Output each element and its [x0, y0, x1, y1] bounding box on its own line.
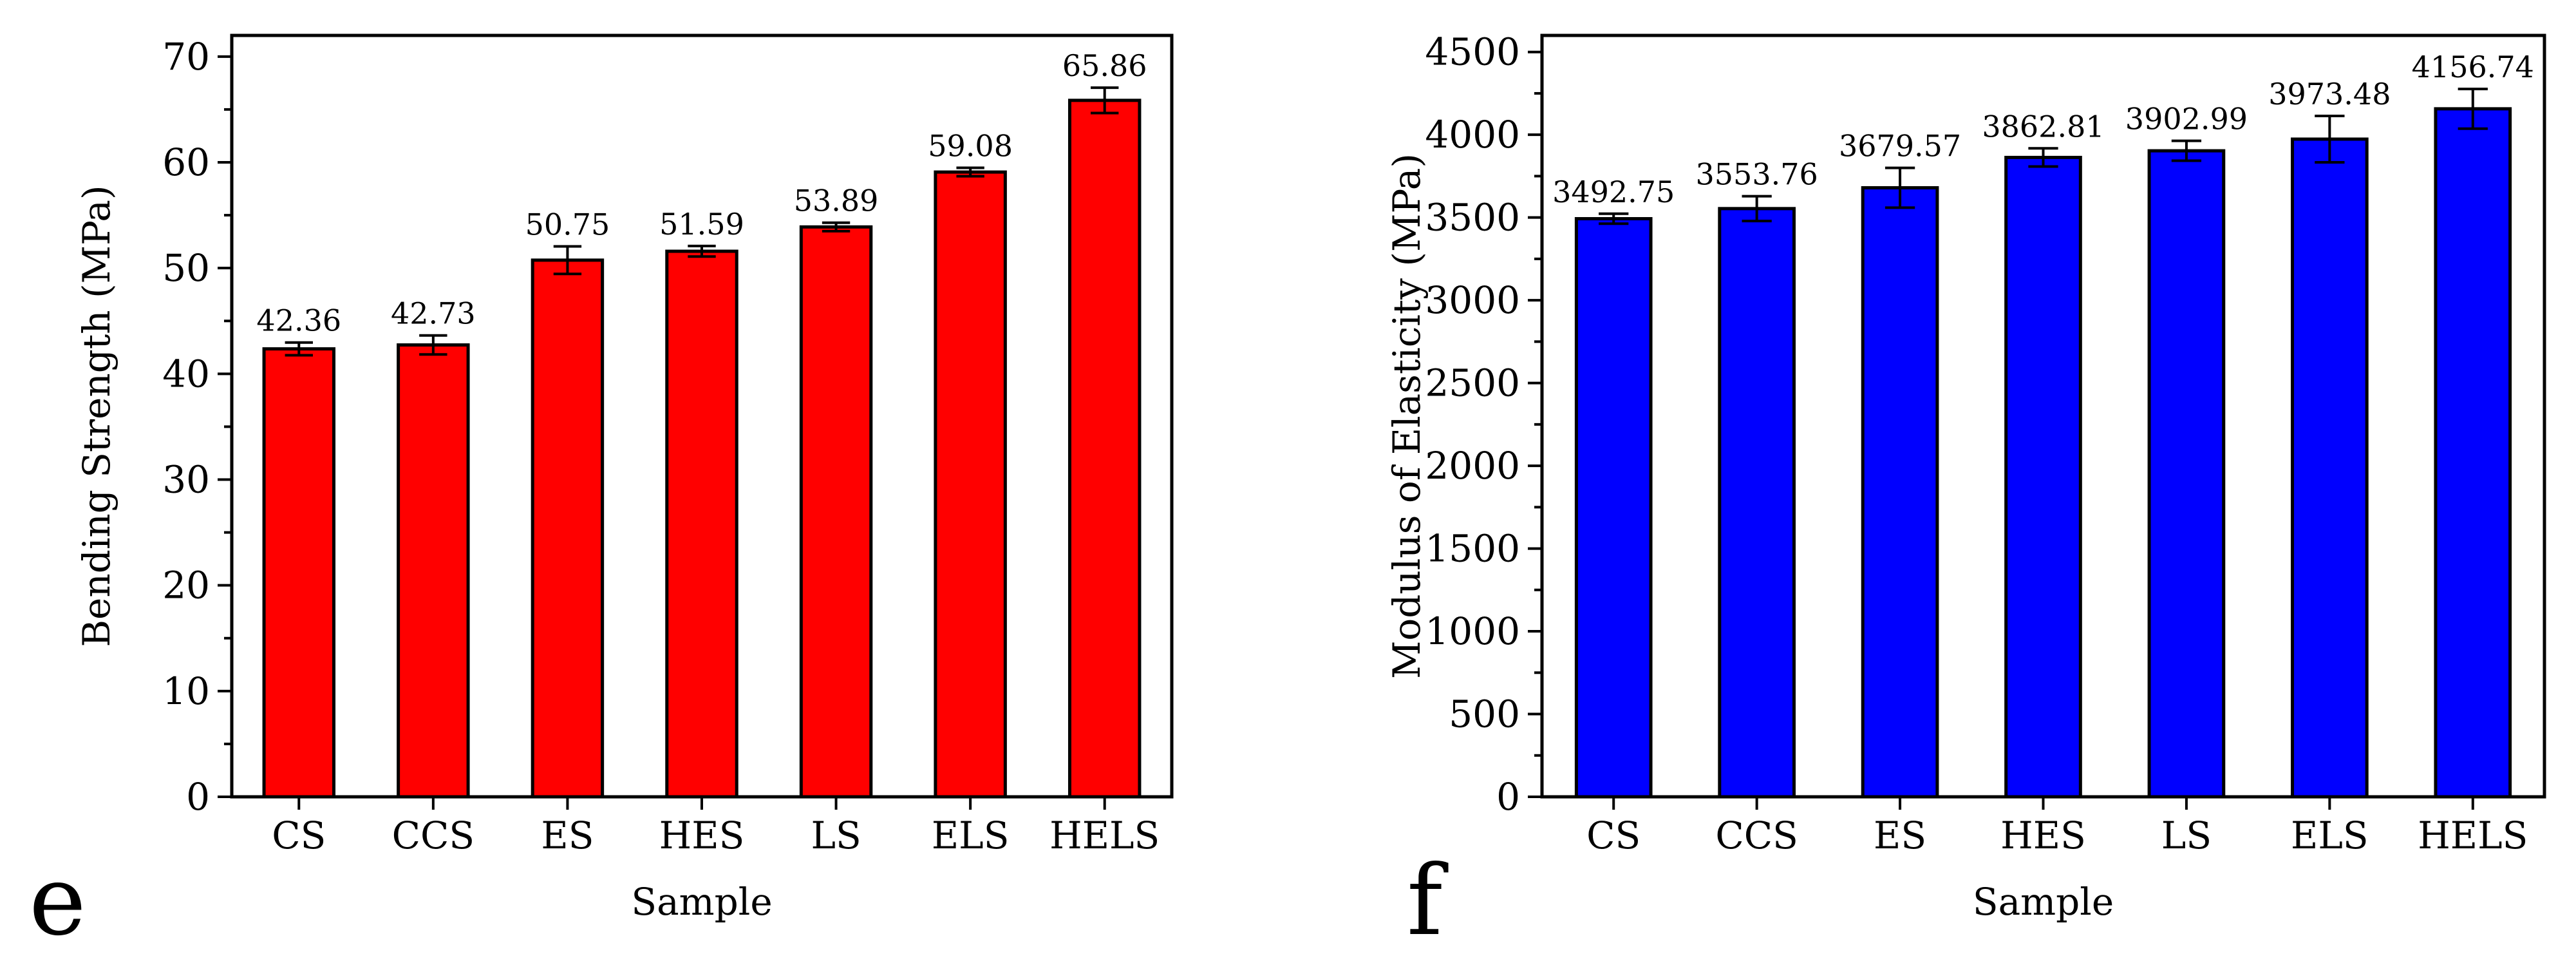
y-tick-label: 2500 — [1425, 361, 1520, 405]
bar-hels — [2434, 107, 2512, 799]
y-tick-label: 1000 — [1425, 609, 1520, 653]
x-tick-label: CS — [1586, 814, 1641, 857]
panel-label: e — [29, 845, 86, 957]
x-tick-label: CCS — [392, 814, 475, 857]
y-tick-label: 2000 — [1425, 444, 1520, 488]
y-tick-label: 3000 — [1425, 278, 1520, 322]
bar-ls — [2147, 149, 2226, 799]
bar-els — [2291, 137, 2369, 799]
bar-hes — [2004, 155, 2082, 799]
panel-label: f — [1407, 845, 1449, 957]
bar-els — [934, 170, 1007, 799]
y-tick-label: 3500 — [1425, 196, 1520, 240]
y-tick-label: 1500 — [1425, 527, 1520, 571]
x-axis-title: Sample — [1973, 880, 2114, 924]
bar-hes — [665, 249, 738, 799]
x-tick-label: ELS — [932, 814, 1010, 857]
bar-es — [531, 258, 605, 799]
y-tick-label: 10 — [162, 669, 210, 713]
bar-es — [1861, 186, 1939, 799]
y-tick-label: 30 — [162, 458, 210, 502]
y-tick-label: 4500 — [1425, 30, 1520, 74]
bar-ccs — [1718, 207, 1796, 799]
chart-bending-strength: 0 10 20 30 40 50 60 70 42.36 CS 42.73 CCS 50.75 ES 51.… — [29, 33, 1174, 957]
data-label: 65.86 — [1062, 48, 1147, 83]
y-tick-label: 0 — [1496, 775, 1520, 819]
y-axis-title: Bending Strength (MPa) — [75, 185, 118, 647]
y-tick-label: 0 — [186, 775, 210, 819]
bar-cs — [262, 347, 336, 799]
data-label: 53.89 — [794, 184, 879, 218]
x-tick-label: CS — [272, 814, 326, 857]
x-tick-label: ELS — [2291, 814, 2369, 857]
data-label: 4156.74 — [2412, 50, 2534, 84]
data-label: 51.59 — [659, 207, 744, 242]
data-label: 3679.57 — [1839, 129, 1961, 164]
plot-frame — [1540, 33, 2546, 799]
y-axis-title: Modulus of Elasticity (MPa) — [1385, 153, 1429, 679]
x-tick-label: LS — [2161, 814, 2212, 857]
bar-ls — [799, 225, 873, 799]
y-tick-label: 70 — [162, 35, 210, 79]
data-label: 3553.76 — [1696, 157, 1818, 192]
data-label: 50.75 — [525, 207, 610, 242]
data-label: 3973.48 — [2268, 77, 2391, 111]
bar-cs — [1574, 217, 1653, 799]
x-tick-label: CCS — [1715, 814, 1798, 857]
y-tick-label: 4000 — [1425, 113, 1520, 157]
x-tick-label: HELS — [2418, 814, 2528, 857]
y-tick-label: 40 — [162, 352, 210, 396]
bar-hels — [1067, 99, 1142, 799]
plot-frame — [230, 33, 1174, 799]
x-axis-title: Sample — [631, 880, 772, 924]
y-tick-label: 60 — [162, 140, 210, 184]
y-tick-label: 20 — [162, 564, 210, 607]
x-tick-label: HES — [659, 814, 745, 857]
data-label: 3492.75 — [1552, 175, 1675, 209]
data-label: 3862.81 — [1982, 109, 2104, 144]
x-tick-label: ES — [541, 814, 594, 857]
data-label: 3902.99 — [2125, 102, 2248, 137]
bar-ccs — [397, 343, 470, 799]
data-label: 42.73 — [391, 296, 476, 331]
chart-modulus-of-elasticity: 0 500 1000 1500 2000 2500 3000 3500 4000 4500 3492… — [1385, 30, 2546, 957]
x-tick-label: HELS — [1049, 814, 1160, 857]
x-tick-label: LS — [811, 814, 861, 857]
data-label: 59.08 — [928, 129, 1013, 164]
x-tick-label: HES — [2000, 814, 2086, 857]
y-tick-label: 500 — [1449, 692, 1520, 736]
data-label: 42.36 — [256, 303, 341, 338]
y-tick-label: 50 — [162, 246, 210, 290]
x-tick-label: ES — [1874, 814, 1926, 857]
